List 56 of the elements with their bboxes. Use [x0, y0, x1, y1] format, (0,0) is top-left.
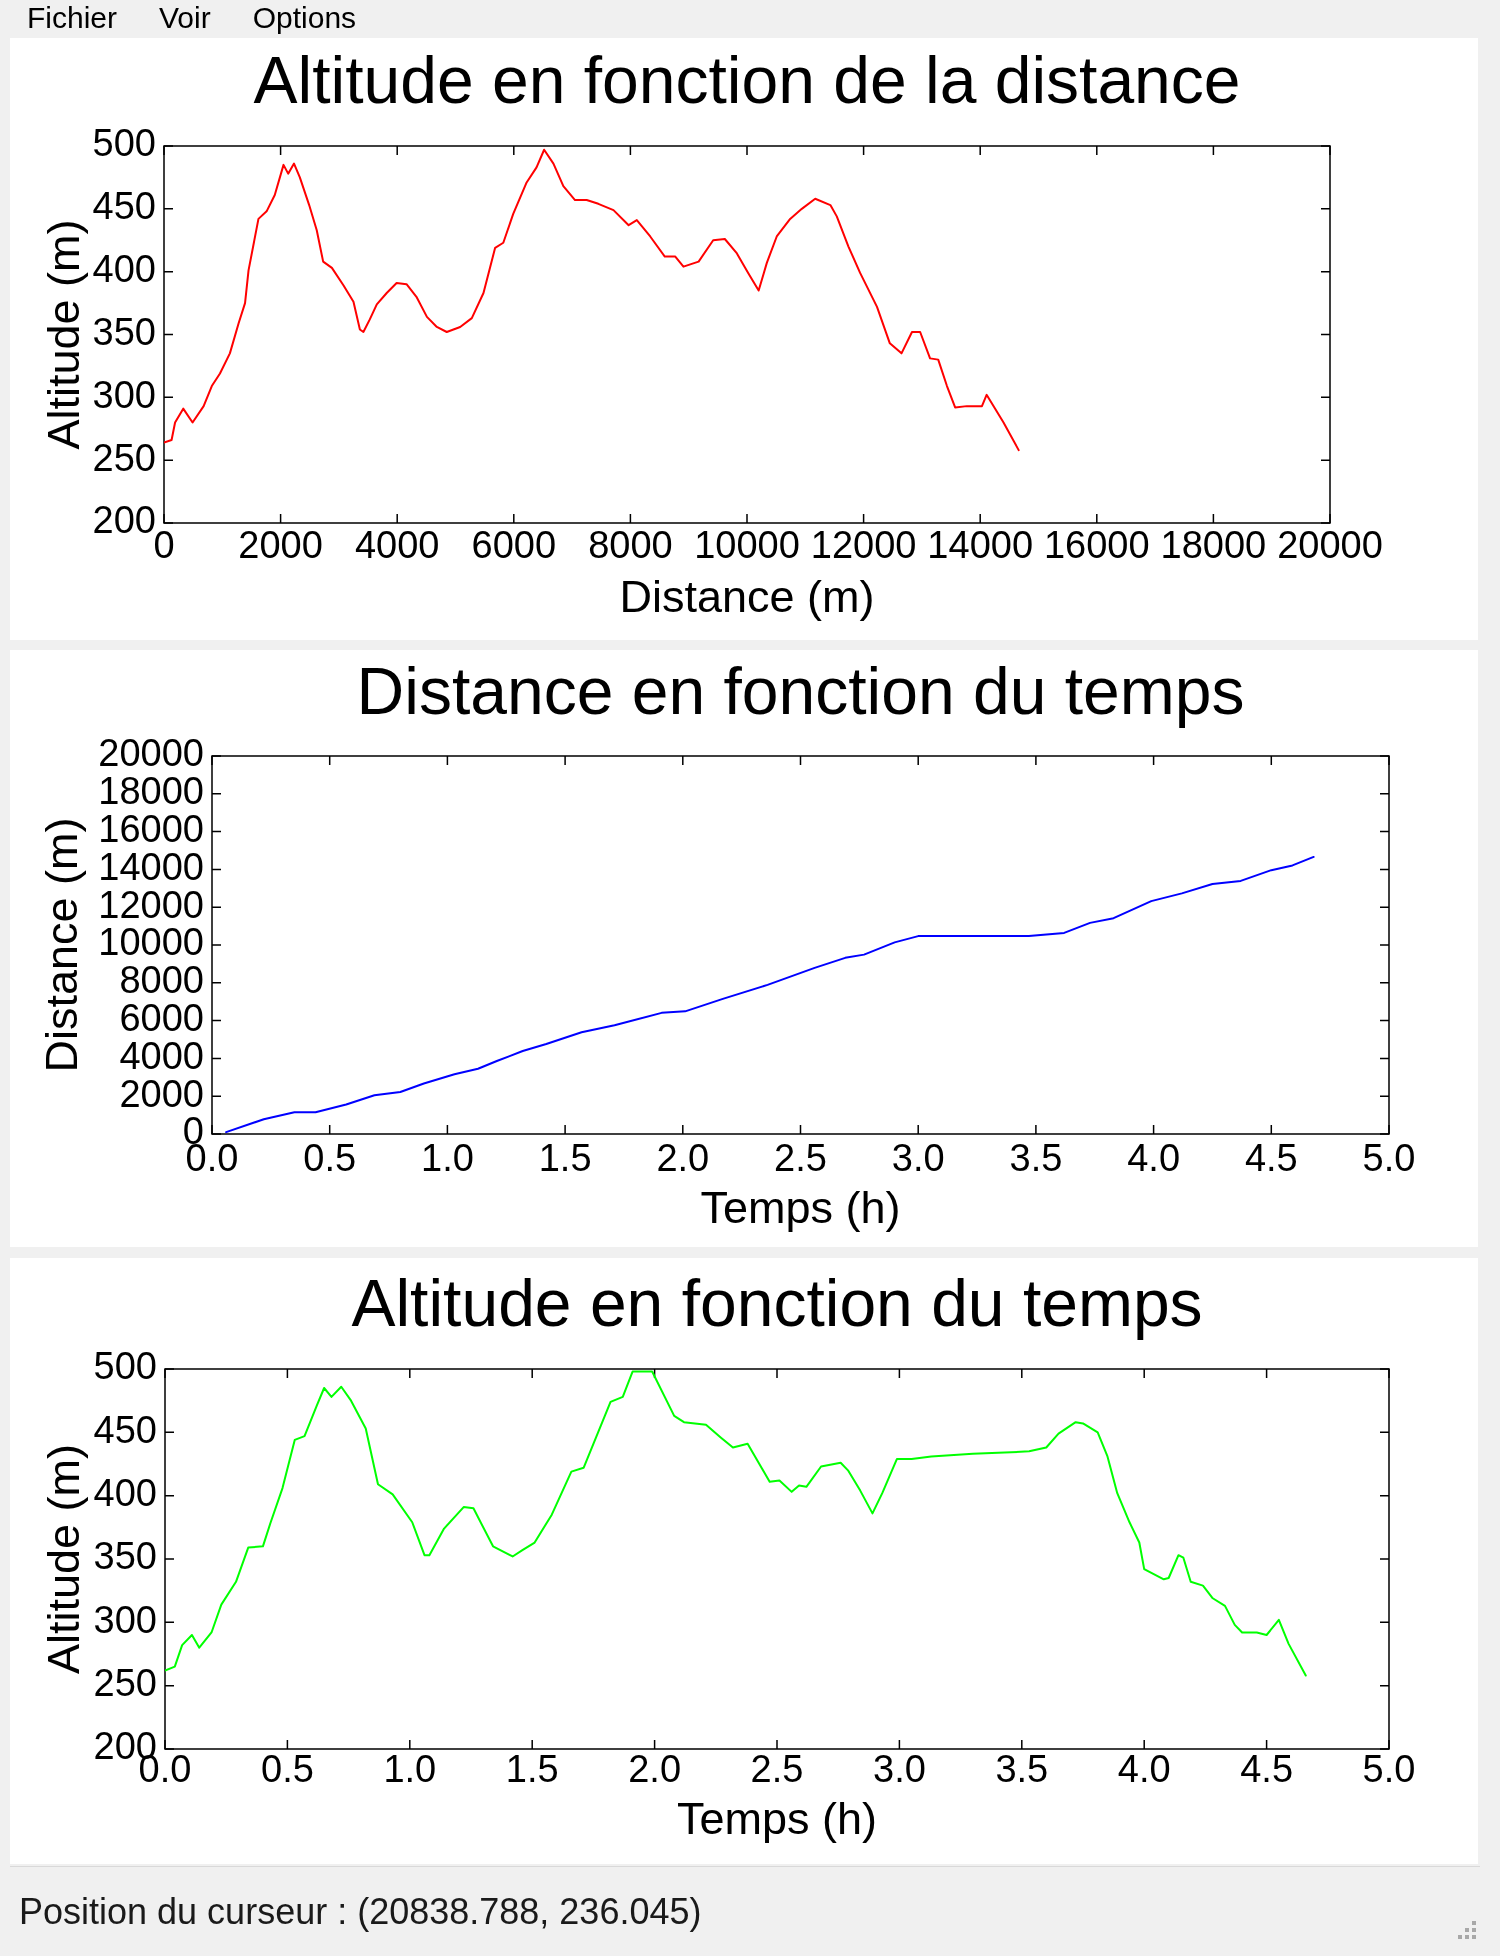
- x-tick-label: 4.5: [1244, 1137, 1298, 1180]
- y-tick-label: 350: [92, 310, 156, 353]
- x-tick-label: 3.5: [995, 1748, 1049, 1791]
- x-axis-title: Distance (m): [619, 571, 875, 623]
- x-tick-label: 2.5: [774, 1137, 827, 1180]
- y-tick-label: 400: [93, 1472, 157, 1515]
- chart-title: Altitude en fonction du temps: [351, 1266, 1203, 1341]
- y-tick-label: 450: [93, 1408, 157, 1451]
- x-tick-label: 5.0: [1362, 1748, 1416, 1791]
- y-tick-label: 300: [93, 1598, 157, 1641]
- x-tick-label: 3.5: [1009, 1137, 1063, 1180]
- x-tick-label: 2.0: [656, 1137, 710, 1180]
- x-tick-label: 20000: [1277, 524, 1383, 567]
- y-tick-label: 500: [92, 122, 156, 165]
- x-tick-label: 4.5: [1240, 1748, 1294, 1791]
- x-tick-label: 4.0: [1117, 1748, 1171, 1791]
- x-tick-label: 16000: [1043, 524, 1150, 567]
- y-axis-title: Distance (m): [36, 817, 88, 1073]
- x-tick-label: 4.0: [1127, 1137, 1181, 1180]
- chart-title: Distance en fonction du temps: [356, 654, 1245, 729]
- y-tick-label: 200: [92, 499, 156, 542]
- x-axis-title: Temps (h): [676, 1793, 878, 1845]
- text: Options: [252, 1, 357, 35]
- y-tick-label: 350: [93, 1535, 157, 1578]
- y-tick-label: 450: [92, 185, 156, 228]
- x-axis-title: Temps (h): [700, 1182, 901, 1234]
- x-tick-label: 2.0: [628, 1748, 682, 1791]
- x-tick-label: 1.5: [505, 1748, 559, 1791]
- x-tick-label: 5.0: [1362, 1137, 1416, 1180]
- text: Fichier: [27, 1, 118, 35]
- x-tick-label: 0.5: [303, 1137, 357, 1180]
- x-tick-label: 10000: [694, 524, 800, 567]
- x-tick-label: 1.5: [538, 1137, 592, 1180]
- x-tick-label: 3.0: [872, 1748, 926, 1791]
- x-tick-label: 4000: [354, 524, 440, 567]
- y-axis-title: Altitude (m): [38, 1443, 90, 1675]
- x-tick-label: 18000: [1160, 524, 1267, 567]
- x-tick-label: 8000: [588, 524, 673, 567]
- text: Voir: [159, 1, 211, 35]
- x-tick-label: 3.0: [891, 1137, 945, 1180]
- x-tick-label: 6000: [471, 524, 557, 567]
- y-tick-label: 500: [93, 1345, 157, 1388]
- y-tick-label: 400: [92, 248, 156, 291]
- x-tick-label: 0.5: [260, 1748, 314, 1791]
- x-tick-label: 12000: [810, 524, 917, 567]
- y-tick-label: 250: [93, 1662, 157, 1705]
- x-tick-label: 1.0: [383, 1748, 437, 1791]
- x-tick-label: 14000: [927, 524, 1034, 567]
- text: Position du curseur : (20838.788, 236.045): [19, 1890, 702, 1933]
- y-axis-title: Altitude (m): [38, 219, 90, 450]
- x-tick-label: 2.5: [750, 1748, 804, 1791]
- x-tick-label: 1.0: [420, 1137, 474, 1180]
- x-tick-label: 2000: [238, 524, 323, 567]
- chart-title: Altitude en fonction de la distance: [253, 43, 1241, 118]
- y-tick-label: 250: [92, 436, 156, 479]
- y-tick-label: 300: [92, 373, 156, 416]
